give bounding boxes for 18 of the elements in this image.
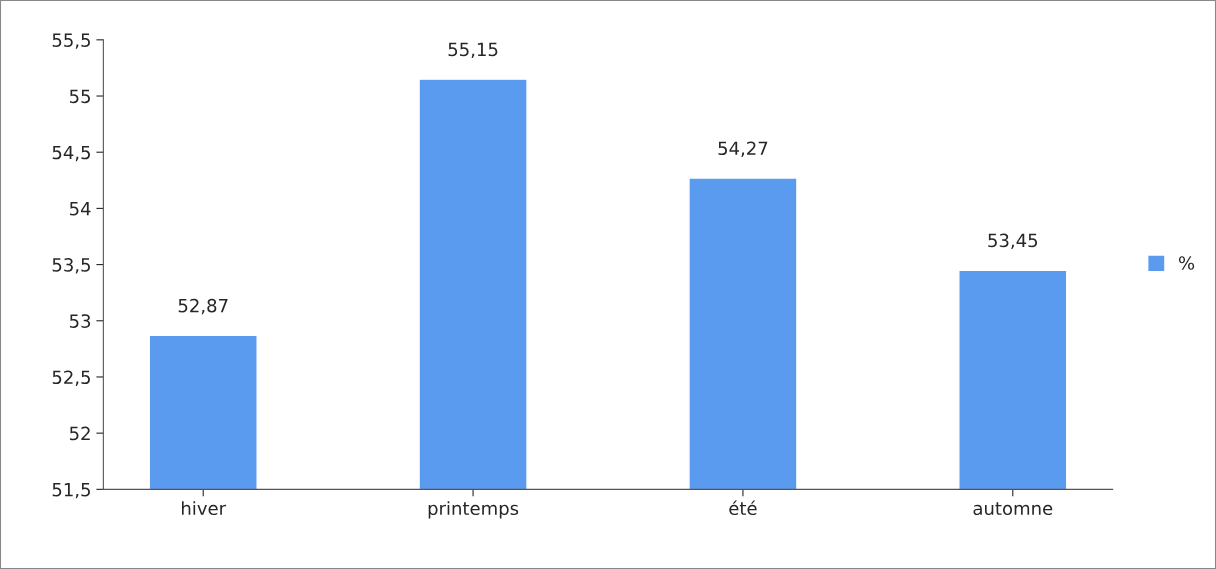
x-tick-label: automne — [973, 502, 1053, 516]
y-tick-label: 53,5 — [52, 258, 90, 274]
text: 53,45 — [988, 233, 1038, 250]
y-tick-label: 53 — [69, 314, 91, 328]
x-tick-label: été — [729, 500, 757, 516]
x-tick-label: printemps — [428, 501, 519, 519]
text: 52,87 — [178, 298, 228, 315]
y-tick-label: 52,5 — [52, 370, 90, 386]
text: 54,27 — [718, 141, 768, 157]
text: 55,15 — [448, 42, 498, 59]
legend-label: % — [1178, 256, 1195, 270]
y-tick-label: 54 — [69, 202, 91, 216]
y-tick-label: 52 — [69, 426, 90, 441]
y-tick-label: 55,5 — [52, 33, 90, 49]
x-tick-label: hiver — [182, 501, 227, 516]
y-tick-label: 54,5 — [52, 145, 90, 162]
y-tick-label: 51,5 — [52, 483, 90, 499]
y-tick-label: 55 — [69, 89, 90, 104]
